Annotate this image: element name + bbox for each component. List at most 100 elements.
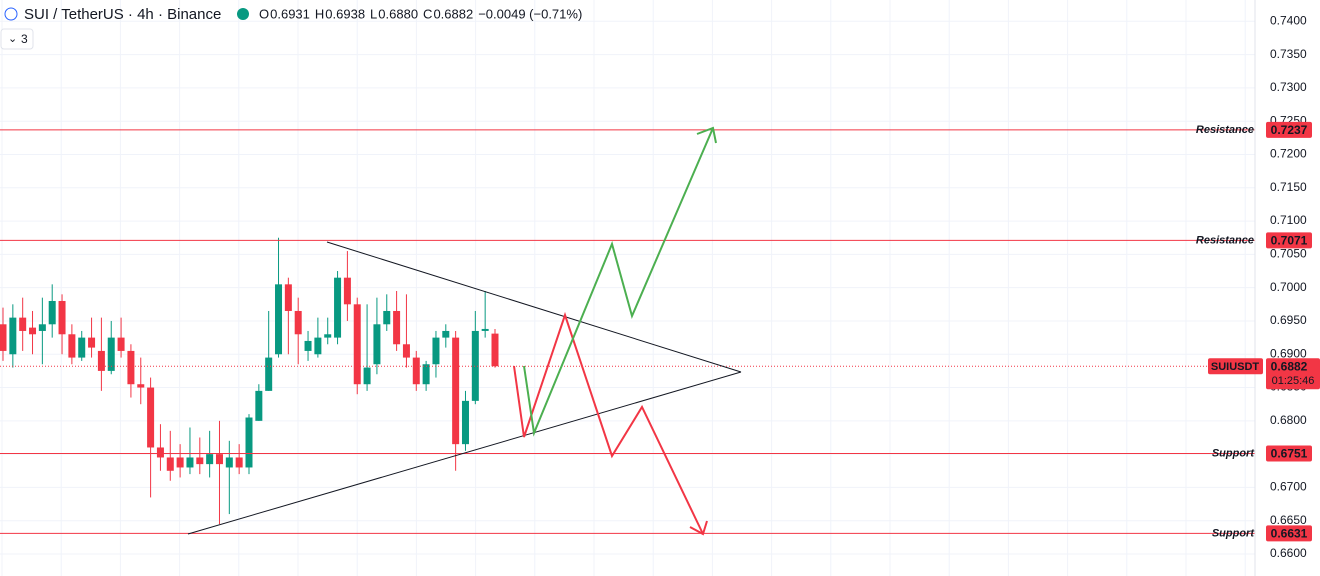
candle-body xyxy=(245,417,253,468)
candle-body xyxy=(304,340,312,351)
candle-body xyxy=(324,334,332,338)
level-badge xyxy=(1266,525,1312,542)
candle-body xyxy=(97,350,105,371)
trend-line xyxy=(187,371,742,535)
candle-body xyxy=(284,284,292,311)
candle-body xyxy=(19,317,27,331)
symbol-title: SUI / TetherUS · 4h · Binance xyxy=(24,6,221,23)
arrow-head xyxy=(689,520,708,536)
candle-body xyxy=(235,457,243,468)
candle-body xyxy=(255,390,263,421)
candle-body xyxy=(215,454,223,465)
y-tick-label: 0.6950 xyxy=(1270,313,1307,327)
price-badge xyxy=(1266,358,1320,390)
y-tick-label: 0.7300 xyxy=(1270,80,1307,94)
header: SUI / TetherUS · 4h · Binance O 0.6931 H 0.… xyxy=(0,6,582,50)
y-tick-label: 0.6600 xyxy=(1270,546,1307,560)
level-value: 0.6751 xyxy=(1271,447,1308,461)
candle-body xyxy=(491,333,499,367)
level-label: Resistance xyxy=(1196,124,1254,136)
candle-body xyxy=(383,310,391,325)
y-tick-label: 0.7100 xyxy=(1270,213,1307,227)
candle-body xyxy=(402,344,410,358)
y-tick-label: 0.6800 xyxy=(1270,413,1307,427)
level-value: 0.7071 xyxy=(1271,234,1308,248)
candle-body xyxy=(275,284,283,355)
countdown: 01:25:46 xyxy=(1272,375,1315,387)
candle-body xyxy=(206,454,214,465)
candle-body xyxy=(363,367,371,385)
legend-value: 0.6938 xyxy=(325,6,365,21)
level-badge xyxy=(1266,232,1312,249)
candle-body xyxy=(88,337,96,348)
last-price: 0.6882 xyxy=(1271,359,1308,373)
level-label: Resistance xyxy=(1196,234,1254,246)
candle-body xyxy=(442,330,450,338)
candle-body xyxy=(412,357,420,385)
price-axis: 0.66000.66500.67000.67500.68000.68500.69… xyxy=(1208,0,1320,576)
candle-body xyxy=(48,300,56,325)
candle-body xyxy=(176,457,184,468)
candle-body xyxy=(343,277,351,305)
candle-body xyxy=(334,277,342,338)
candle-body xyxy=(156,447,164,458)
candle-body xyxy=(481,328,489,331)
level-value: 0.6631 xyxy=(1271,527,1308,541)
symbol-badge xyxy=(1208,358,1263,375)
candle-body xyxy=(127,350,135,385)
candle-body xyxy=(166,457,174,471)
legend-key: H xyxy=(315,6,324,21)
y-tick-label: 0.7150 xyxy=(1270,180,1307,194)
candle-body xyxy=(452,337,460,445)
y-tick-label: 0.6900 xyxy=(1270,346,1307,360)
legend-key: C xyxy=(423,6,432,21)
level-badge xyxy=(1266,445,1312,462)
candle-body xyxy=(294,310,302,335)
arrow-head xyxy=(696,126,717,144)
candle-body xyxy=(393,310,401,345)
ohlc-legend: O 0.6931 H 0.6938 L 0.6880 C 0.6882 −0.0049 (−0.… xyxy=(259,6,582,21)
y-tick-label: 0.6650 xyxy=(1270,513,1307,527)
y-tick-label: 0.7200 xyxy=(1270,147,1307,161)
candle-body xyxy=(353,304,361,385)
candle-body xyxy=(137,384,145,388)
candle-body xyxy=(117,337,125,351)
candle-body xyxy=(225,457,233,468)
legend-key: O xyxy=(259,6,269,21)
candle-body xyxy=(0,324,7,351)
y-tick-label: 0.7050 xyxy=(1270,247,1307,261)
candle-body xyxy=(147,387,155,448)
candle-body xyxy=(186,457,194,468)
candle-body xyxy=(196,457,204,465)
legend-value: 0.6880 xyxy=(378,6,418,21)
level-value: 0.7237 xyxy=(1271,123,1308,137)
legend-change: −0.0049 (−0.71%) xyxy=(478,6,582,21)
level-label: Support xyxy=(1212,447,1255,459)
candle-body xyxy=(38,324,46,331)
symbol-label: SUIUSDT xyxy=(1211,361,1260,373)
symbol-icon xyxy=(4,7,18,21)
y-tick-label: 0.6700 xyxy=(1270,480,1307,494)
bullish-path xyxy=(523,127,714,437)
candle-body xyxy=(58,300,66,335)
plot: Resistance Resistance Support Support xyxy=(0,124,1255,539)
candle-body xyxy=(314,337,322,355)
candle-body xyxy=(373,324,381,365)
candle-body xyxy=(78,337,86,358)
candle-body xyxy=(471,330,479,401)
legend-value: 0.6931 xyxy=(270,6,310,21)
chevron: ⌄ xyxy=(8,33,17,45)
indicator-toggle[interactable] xyxy=(0,28,34,50)
trend-line xyxy=(326,241,742,373)
indicator-count: 3 xyxy=(21,32,28,46)
drawings xyxy=(187,126,742,536)
y-tick-label: 0.7000 xyxy=(1270,280,1307,294)
legend-value: 0.6882 xyxy=(433,6,473,21)
candle-body xyxy=(265,357,273,391)
y-tick-label: 0.7400 xyxy=(1270,13,1307,27)
y-tick-label: 0.7350 xyxy=(1270,47,1307,61)
candle-body xyxy=(461,400,469,445)
candle-body xyxy=(432,337,440,365)
